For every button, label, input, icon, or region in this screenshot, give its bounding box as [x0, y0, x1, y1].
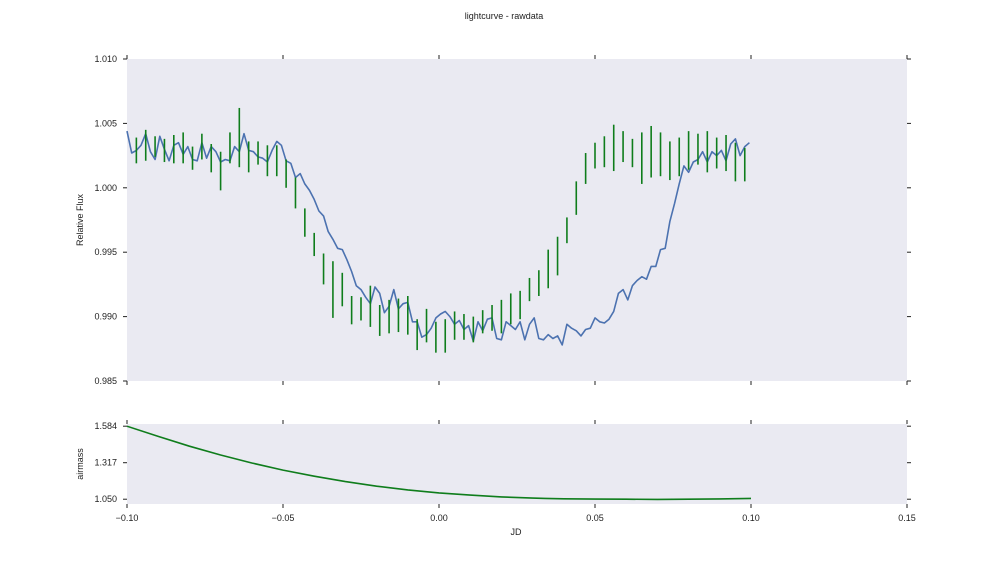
series-line	[126, 425, 752, 501]
x-tick-label: 0.10	[742, 513, 760, 523]
jd-axis-label: JD	[511, 527, 523, 537]
y-tick-label: 1.010	[94, 54, 117, 64]
errorbar-series	[135, 107, 746, 353]
airmass-axes: 1.050 1.317 1.584 −0.10 −0.05 0.00 0.05 0.10 0.1…	[94, 420, 916, 523]
flux-axis-label: Relative Flux	[75, 193, 85, 246]
y-tick-label: 0.995	[94, 247, 117, 257]
chart-title: lightcurve - rawdata	[465, 11, 544, 21]
x-tick-label: −0.10	[116, 513, 139, 523]
x-tick-label: −0.05	[272, 513, 295, 523]
y-tick-label: 1.317	[94, 458, 117, 468]
x-tick-label: 0.00	[430, 513, 448, 523]
x-tick-label: 0.15	[898, 513, 916, 523]
y-tick-label: 0.985	[94, 376, 117, 386]
series-line	[126, 130, 750, 346]
y-tick-label: 1.050	[94, 494, 117, 504]
flux-axes: 0.985 0.990 0.995 1.000 1.005 1.010	[94, 54, 911, 386]
plot-area	[127, 424, 907, 504]
y-tick-label: 1.005	[94, 118, 117, 128]
airmass-axis-label: airmass	[75, 448, 85, 480]
y-tick-label: 1.000	[94, 183, 117, 193]
plot-area	[127, 59, 907, 381]
x-tick-label: 0.05	[586, 513, 604, 523]
y-tick-label: 1.584	[94, 421, 117, 431]
y-tick-label: 0.990	[94, 312, 117, 322]
